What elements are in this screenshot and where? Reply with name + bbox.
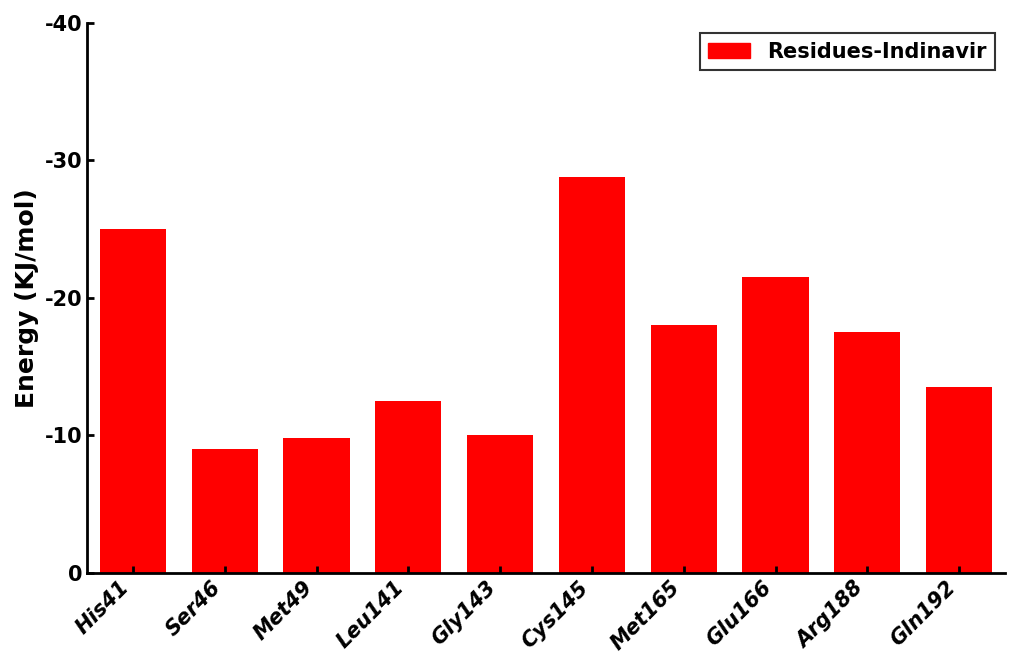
Legend: Residues-Indinavir: Residues-Indinavir	[699, 33, 994, 70]
Y-axis label: Energy (KJ/mol): Energy (KJ/mol)	[15, 188, 39, 407]
Bar	[100, 229, 166, 573]
Bar	[375, 401, 441, 573]
Bar	[742, 277, 808, 573]
Bar	[467, 435, 533, 573]
Bar	[192, 449, 258, 573]
Bar	[558, 177, 625, 573]
Bar	[834, 332, 900, 573]
Bar	[650, 325, 716, 573]
Bar	[283, 438, 350, 573]
Bar	[925, 387, 991, 573]
